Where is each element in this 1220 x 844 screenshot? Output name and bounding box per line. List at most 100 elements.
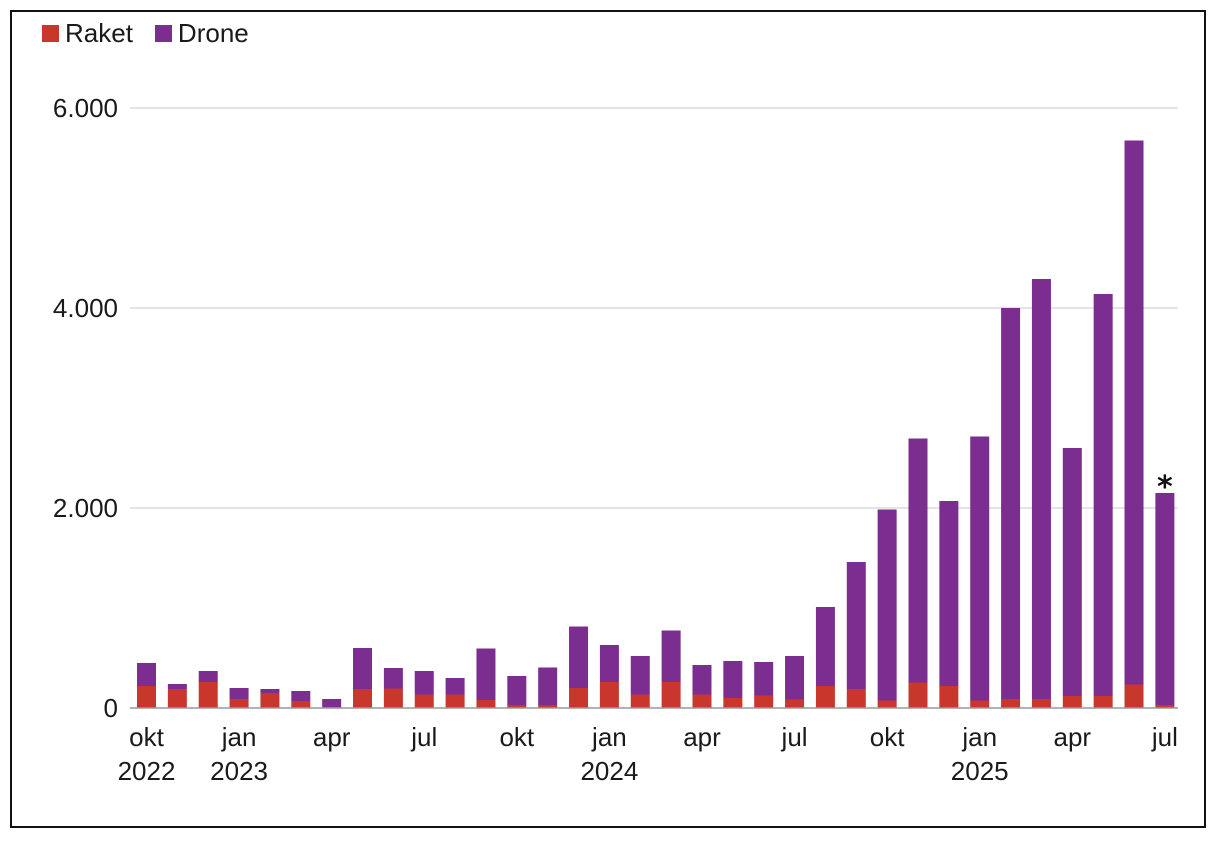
bar-drone [507,676,527,705]
bar-drone [569,626,589,688]
bar-drone [815,607,835,686]
bar-drone [198,671,218,682]
bar-drone [723,661,743,698]
bar-raket [815,686,835,708]
bar-raket [198,682,218,708]
bar-raket [137,686,156,708]
bar-drone [1001,308,1021,699]
legend: Raket Drone [42,18,249,49]
bar-drone [877,509,897,701]
bar-raket [754,695,774,708]
bar-raket [167,689,187,708]
bar-drone [846,562,866,689]
bar-drone [167,684,187,689]
bar-raket [538,705,558,708]
bar-drone [908,438,928,683]
x-tick-label: apr [1054,722,1092,752]
bar-raket [970,700,990,708]
bar-drone [353,648,373,689]
legend-swatch-drone [154,25,172,42]
x-tick-year-label: 2025 [951,756,1009,786]
bars [137,140,1175,708]
bar-raket [260,693,280,708]
bar-drone [476,648,496,700]
x-tick-label: okt [129,722,164,752]
y-tick-label: 6.000 [53,93,118,123]
x-tick-label: jul [781,722,808,752]
x-tick-label: jul [410,722,437,752]
bar-raket [661,682,681,708]
gridlines [130,107,1178,509]
bar-drone [260,689,280,693]
x-tick-label: okt [499,722,534,752]
bar-drone [970,436,990,701]
bar-drone [137,663,156,686]
y-tick-label: 0 [104,693,118,723]
x-axis: okt 2022 jan 2023 apr jul okt jan 2024 apr jul okt j… [118,707,1178,786]
bar-raket [692,694,712,708]
bar-drone [445,678,465,695]
bar-raket [414,694,434,708]
y-tick-label: 2.000 [53,493,118,523]
x-tick-label: jan [591,722,627,752]
x-tick-year-label: 2024 [580,756,638,786]
bar-drone [383,668,403,689]
x-tick-label: jan [961,722,997,752]
bar-raket [630,694,650,708]
bar-raket [383,688,403,708]
bar-raket [1001,699,1021,708]
bar-drone [414,671,434,695]
bar-raket [353,689,373,708]
bar-raket [939,686,959,708]
bar-raket [507,705,527,708]
bar-raket [1062,696,1082,708]
bar-drone [692,665,712,695]
bar-drone [599,645,619,682]
y-axis: 0 2.000 4.000 6.000 [53,93,118,723]
bar-drone [1124,140,1144,685]
legend-label-drone: Drone [177,18,249,48]
bar-drone [939,501,959,686]
x-tick-label: apr [683,722,721,752]
bar-drone [291,691,311,701]
legend-item-drone: Drone [154,18,249,49]
x-tick-year-label: 2022 [118,756,176,786]
bar-drone [1155,493,1175,705]
annotation-asterisk: * [1157,470,1173,505]
bar-raket [877,700,897,708]
x-tick-label: jul [1151,722,1178,752]
x-tick-year-label: 2023 [210,756,268,786]
bar-raket [908,682,928,708]
bar-drone [229,688,249,699]
bar-drone [785,656,805,700]
bar-raket [445,694,465,708]
bar-raket [569,688,589,708]
bar-drone [1093,294,1113,696]
bar-raket [785,699,805,708]
annotations: * [1157,470,1173,505]
y-tick-label: 4.000 [53,293,118,323]
bar-drone [538,667,558,705]
bar-drone [1062,448,1082,696]
legend-label-raket: Raket [65,18,133,48]
bar-raket [229,699,249,708]
bar-drone [1031,279,1051,699]
x-tick-label: jan [221,722,257,752]
bar-raket [1155,705,1175,708]
bar-raket [476,700,496,708]
bar-raket [1031,699,1051,708]
bar-drone [754,662,774,696]
bar-raket [1124,684,1144,708]
bar-drone [630,656,650,695]
bar-raket [723,698,743,708]
bar-drone [661,630,681,682]
x-tick-label: okt [870,722,905,752]
legend-item-raket: Raket [42,18,133,49]
x-tick-label: apr [313,722,351,752]
bar-raket [291,701,311,708]
bar-raket [846,689,866,708]
bar-raket [1093,696,1113,708]
bar-drone [322,699,342,707]
bar-raket [599,682,619,708]
